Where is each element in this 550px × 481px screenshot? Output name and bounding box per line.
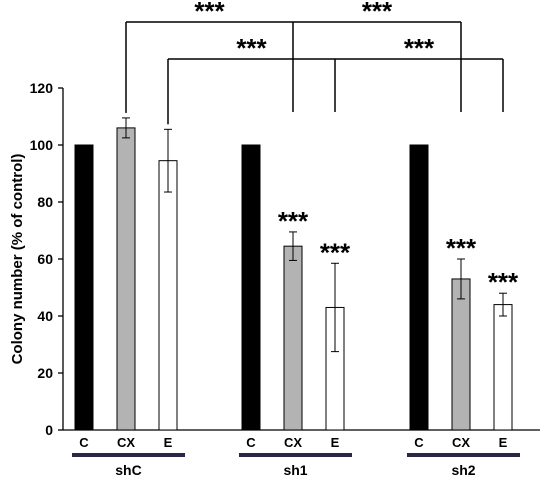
significance-brackets: *** *** *** ***	[125, 0, 504, 125]
group-label-sh2: sh2	[451, 462, 475, 478]
bar-sh2-E	[493, 304, 513, 431]
y-tick-label: 40	[37, 308, 53, 324]
bar-sh2-CX	[451, 278, 471, 431]
group-label-shC: shC	[115, 462, 141, 478]
x-category-label: C	[414, 435, 424, 450]
group-underline	[72, 453, 185, 457]
y-tick-label: 80	[37, 194, 53, 210]
x-category-label: CX	[284, 435, 302, 450]
bar-sh2-C	[409, 144, 429, 431]
significance-label: ***	[320, 237, 351, 267]
y-tick-label: 0	[45, 422, 53, 438]
x-category-label: E	[164, 435, 173, 450]
bar-shC-C	[74, 144, 94, 431]
bars: *** *** *** ***	[74, 117, 519, 431]
x-category-label: C	[246, 435, 256, 450]
y-tick-label: 60	[37, 251, 53, 267]
bar-shC-CX	[116, 127, 136, 431]
significance-label: ***	[278, 206, 309, 236]
bar-sh1-CX	[283, 245, 303, 431]
significance-label: ***	[446, 233, 477, 263]
group-underline	[239, 453, 352, 457]
bar-shC-E	[158, 160, 178, 431]
x-category-label: E	[331, 435, 340, 450]
bracket-significance-label: ***	[236, 33, 267, 63]
y-tick-label: 20	[37, 365, 53, 381]
y-tick-label: 100	[30, 137, 54, 153]
group-underline	[407, 453, 520, 457]
y-axis-label: Colony number (% of control)	[9, 154, 26, 365]
significance-label: ***	[488, 267, 519, 297]
bracket-significance-label: ***	[362, 0, 393, 26]
x-category-label: E	[499, 435, 508, 450]
x-category-label: C	[79, 435, 89, 450]
group-label-sh1: sh1	[283, 462, 307, 478]
bar-sh1-C	[241, 144, 261, 431]
x-category-label: CX	[117, 435, 135, 450]
x-category-label: CX	[452, 435, 470, 450]
bracket-significance-label: ***	[194, 0, 225, 26]
bracket-significance-label: ***	[404, 33, 435, 63]
y-tick-label: 120	[30, 80, 54, 96]
